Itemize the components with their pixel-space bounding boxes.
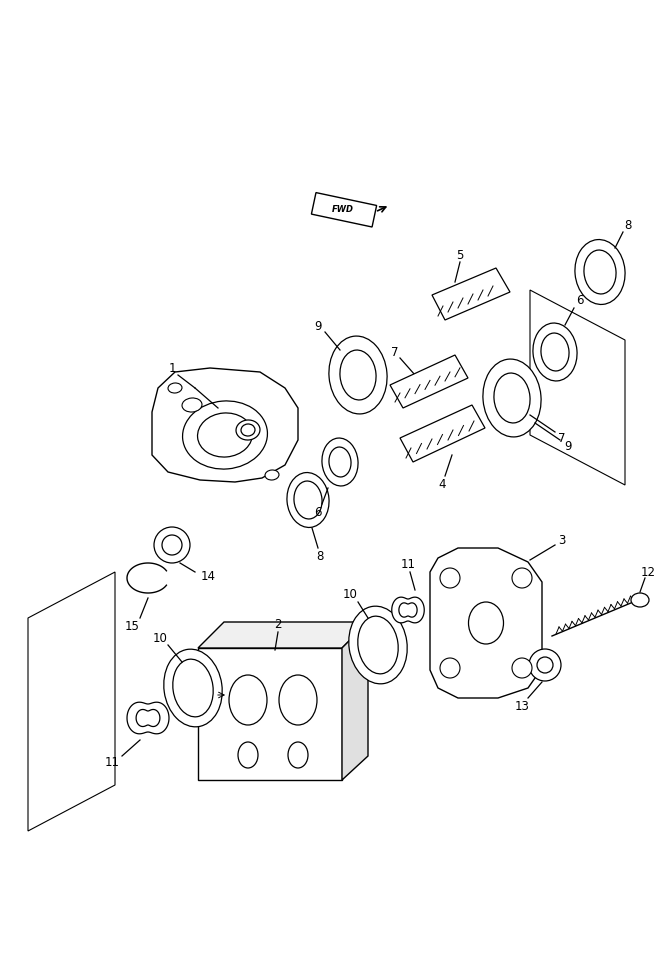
Polygon shape [390, 355, 468, 408]
Circle shape [537, 657, 553, 673]
Polygon shape [127, 703, 169, 734]
Ellipse shape [173, 659, 214, 717]
Ellipse shape [168, 383, 182, 393]
Circle shape [440, 658, 460, 678]
Polygon shape [400, 405, 485, 462]
Polygon shape [399, 603, 417, 618]
Polygon shape [530, 290, 625, 485]
Polygon shape [198, 648, 342, 780]
Ellipse shape [238, 742, 258, 768]
Text: 6: 6 [576, 293, 584, 307]
Ellipse shape [265, 470, 279, 480]
Circle shape [512, 568, 532, 588]
Polygon shape [198, 622, 368, 648]
Ellipse shape [533, 323, 577, 380]
FancyBboxPatch shape [311, 192, 377, 227]
Ellipse shape [279, 675, 317, 725]
Ellipse shape [322, 438, 358, 486]
Ellipse shape [288, 742, 308, 768]
Text: 3: 3 [559, 533, 566, 547]
Ellipse shape [236, 420, 260, 440]
Text: 10: 10 [153, 632, 167, 644]
Ellipse shape [575, 240, 625, 304]
Circle shape [529, 649, 561, 681]
Ellipse shape [358, 617, 398, 674]
Text: 5: 5 [456, 249, 463, 262]
Text: 11: 11 [104, 756, 120, 770]
Text: FWD: FWD [332, 206, 354, 214]
Circle shape [440, 568, 460, 588]
Text: 6: 6 [314, 506, 322, 518]
Polygon shape [430, 548, 542, 698]
Ellipse shape [294, 481, 322, 519]
Text: 7: 7 [559, 431, 566, 445]
Ellipse shape [164, 649, 222, 727]
Text: 15: 15 [124, 619, 139, 633]
Text: 8: 8 [624, 219, 632, 231]
Ellipse shape [329, 447, 351, 477]
Circle shape [512, 658, 532, 678]
Polygon shape [432, 268, 510, 320]
Ellipse shape [182, 401, 268, 469]
Ellipse shape [494, 373, 530, 423]
Ellipse shape [349, 606, 407, 684]
Text: 1: 1 [169, 361, 176, 375]
Text: 9: 9 [314, 319, 322, 333]
Circle shape [154, 527, 190, 563]
Text: 11: 11 [401, 558, 416, 572]
Text: 13: 13 [514, 700, 529, 712]
Polygon shape [28, 572, 115, 831]
Ellipse shape [198, 413, 253, 457]
Text: 2: 2 [274, 619, 282, 632]
Ellipse shape [182, 398, 202, 412]
Text: 7: 7 [391, 345, 399, 358]
Text: 9: 9 [564, 440, 572, 452]
Polygon shape [136, 709, 160, 727]
Ellipse shape [469, 602, 504, 644]
Text: 12: 12 [641, 566, 656, 578]
Text: 4: 4 [438, 477, 446, 490]
Ellipse shape [287, 472, 329, 528]
Circle shape [162, 535, 182, 555]
Ellipse shape [229, 675, 267, 725]
Ellipse shape [241, 424, 255, 436]
Text: 14: 14 [200, 571, 215, 583]
Ellipse shape [483, 359, 541, 437]
Polygon shape [342, 622, 368, 780]
Ellipse shape [631, 593, 649, 607]
Ellipse shape [329, 337, 387, 414]
Ellipse shape [584, 250, 616, 293]
Polygon shape [392, 598, 424, 623]
Text: 8: 8 [317, 550, 324, 562]
Text: 10: 10 [342, 589, 358, 601]
Ellipse shape [541, 333, 569, 371]
Polygon shape [152, 368, 298, 482]
Ellipse shape [340, 350, 376, 400]
